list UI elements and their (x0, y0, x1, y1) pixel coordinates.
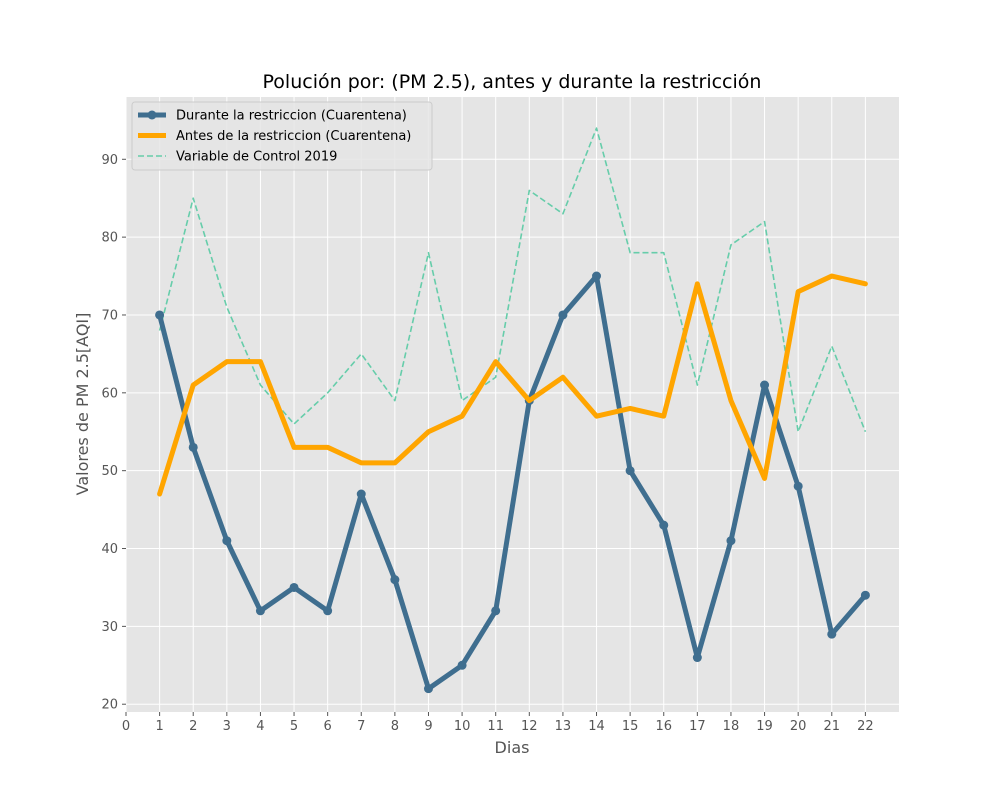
x-tick-label: 1 (155, 719, 163, 734)
y-tick-label: 70 (101, 308, 118, 323)
x-tick-label: 22 (857, 719, 874, 734)
data-point-durante (491, 606, 500, 615)
data-point-durante (290, 583, 299, 592)
data-point-durante (222, 536, 231, 545)
legend-label-durante: Durante la restriccion (Cuarentena) (176, 109, 407, 124)
data-point-durante (189, 443, 198, 452)
legend-label-antes: Antes de la restriccion (Cuarentena) (176, 129, 411, 144)
x-tick-label: 18 (723, 719, 740, 734)
data-point-durante (693, 653, 702, 662)
legend-label-control: Variable de Control 2019 (176, 150, 337, 165)
x-axis: 0 1 2 3 4 5 6 7 8 9 10 11 12 13 14 15 16 17 18 19 20 21 22 (122, 712, 874, 734)
y-tick-label: 30 (101, 620, 118, 635)
data-point-durante (357, 490, 366, 499)
data-point-durante (458, 661, 467, 670)
x-tick-label: 17 (689, 719, 706, 734)
x-tick-label: 2 (189, 719, 197, 734)
y-tick-label: 90 (101, 153, 118, 168)
data-point-durante (827, 630, 836, 639)
x-tick-label: 15 (622, 719, 639, 734)
data-point-durante (592, 272, 601, 281)
data-point-durante (323, 606, 332, 615)
y-tick-label: 60 (101, 386, 118, 401)
y-tick-label: 50 (101, 464, 118, 479)
data-point-durante (659, 521, 668, 530)
x-tick-label: 12 (521, 719, 538, 734)
data-point-durante (256, 606, 265, 615)
x-tick-label: 7 (357, 719, 365, 734)
y-tick-label: 80 (101, 231, 118, 246)
x-tick-label: 6 (324, 719, 332, 734)
x-tick-label: 11 (487, 719, 504, 734)
data-point-durante (760, 381, 769, 390)
data-point-durante (390, 575, 399, 584)
y-axis-label: Valores de PM 2.5[AQI] (73, 313, 92, 496)
x-tick-label: 0 (122, 719, 130, 734)
data-point-durante (558, 310, 567, 319)
x-tick-label: 9 (424, 719, 432, 734)
x-tick-label: 8 (391, 719, 399, 734)
x-tick-label: 3 (223, 719, 231, 734)
x-tick-label: 10 (454, 719, 471, 734)
legend-marker-durante (148, 111, 157, 120)
x-tick-label: 19 (756, 719, 773, 734)
legend-entry-durante: Durante la restriccion (Cuarentena) (138, 109, 407, 124)
x-tick-label: 16 (655, 719, 672, 734)
chart-title: Polución por: (PM 2.5), antes y durante … (263, 71, 762, 93)
data-point-durante (155, 310, 164, 319)
legend: Durante la restriccion (Cuarentena) Ante… (132, 102, 432, 170)
x-tick-label: 5 (290, 719, 298, 734)
data-point-durante (626, 466, 635, 475)
y-tick-label: 20 (101, 698, 118, 713)
x-tick-label: 13 (555, 719, 572, 734)
data-point-durante (794, 482, 803, 491)
data-point-durante (424, 684, 433, 693)
x-tick-label: 4 (256, 719, 264, 734)
x-axis-label: Dias (495, 738, 530, 757)
y-axis: 20 30 40 50 60 70 80 90 (101, 153, 126, 713)
legend-entry-antes: Antes de la restriccion (Cuarentena) (138, 129, 411, 144)
data-point-durante (726, 536, 735, 545)
x-tick-label: 14 (588, 719, 605, 734)
y-tick-label: 40 (101, 542, 118, 557)
x-tick-label: 20 (790, 719, 807, 734)
plot-background (126, 97, 899, 712)
data-point-durante (861, 591, 870, 600)
x-tick-label: 21 (824, 719, 841, 734)
